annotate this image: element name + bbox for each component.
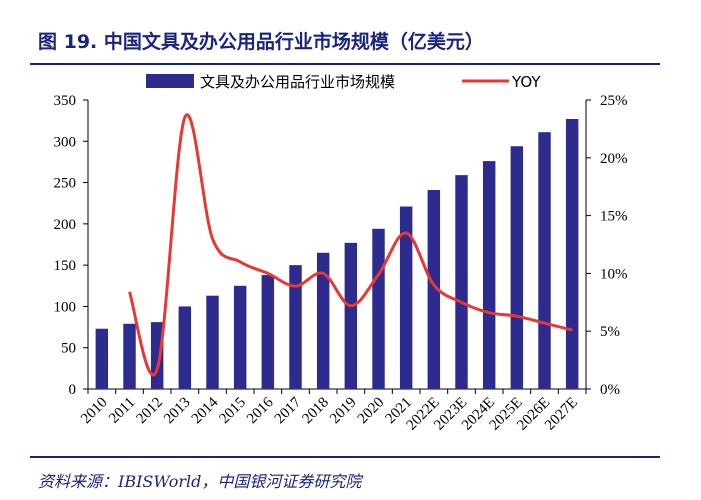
legend-bar-label: 文具及办公用品行业市场规模 [200,73,395,91]
bar-2024E [482,161,496,389]
bar-2018 [316,252,330,389]
x-tick-label: 2015 [216,395,249,428]
bar-2025E [510,146,524,389]
x-tick-label: 2014 [189,394,222,427]
bar-2023E [455,175,468,389]
figure-title: 图 19. 中国文具及办公用品行业市场规模（亿美元） [38,31,484,53]
source-rule [30,456,660,458]
bar-2014 [206,295,219,389]
y-left-tick-label: 150 [54,258,77,274]
x-tick-label: 2017 [272,394,305,427]
y-left-tick-label: 50 [61,341,76,357]
bar-2022E [427,190,441,389]
y-left-tick-label: 350 [54,93,77,109]
y-left-tick-label: 200 [54,217,77,233]
bar-2017 [289,265,302,389]
x-tick-label: 2019 [327,395,360,428]
y-right-tick-label: 0% [600,382,620,398]
bar-2019 [344,242,358,389]
y-left-tick-label: 250 [54,176,77,192]
bar-2026E [538,132,551,389]
bar-2020 [372,228,385,389]
bar-2027E [565,118,579,390]
source-note: 资料来源：IBISWorld，中国银河证券研究院 [38,472,362,491]
x-tick-label: 2010 [78,395,111,428]
bar-2012 [150,322,164,389]
x-tick-label: 2013 [161,395,194,428]
y-left-tick-label: 100 [54,299,77,315]
y-right-tick-label: 15% [600,209,628,225]
y-right-tick-label: 20% [600,151,628,167]
bar-2016 [261,275,275,389]
y-right-tick-label: 5% [600,324,620,340]
x-tick-label: 2018 [299,395,332,428]
bar-2010 [95,328,109,389]
bar-2021 [399,206,413,389]
y-right-tick-label: 10% [600,266,628,282]
x-tick-label: 2016 [244,394,277,427]
y-left-tick-label: 300 [54,134,77,150]
x-tick-label: 2020 [355,395,388,428]
legend-line-label: YOY [511,73,541,91]
y-right-tick-label: 25% [600,93,628,109]
bar-2011 [123,323,136,389]
bar-2015 [233,285,247,389]
x-tick-label: 2012 [133,395,166,428]
x-tick-label: 2011 [106,395,138,427]
y-left-tick-label: 0 [69,382,77,398]
bar-2013 [178,306,192,389]
title-rule [30,63,660,65]
legend-bar-swatch [146,74,194,88]
